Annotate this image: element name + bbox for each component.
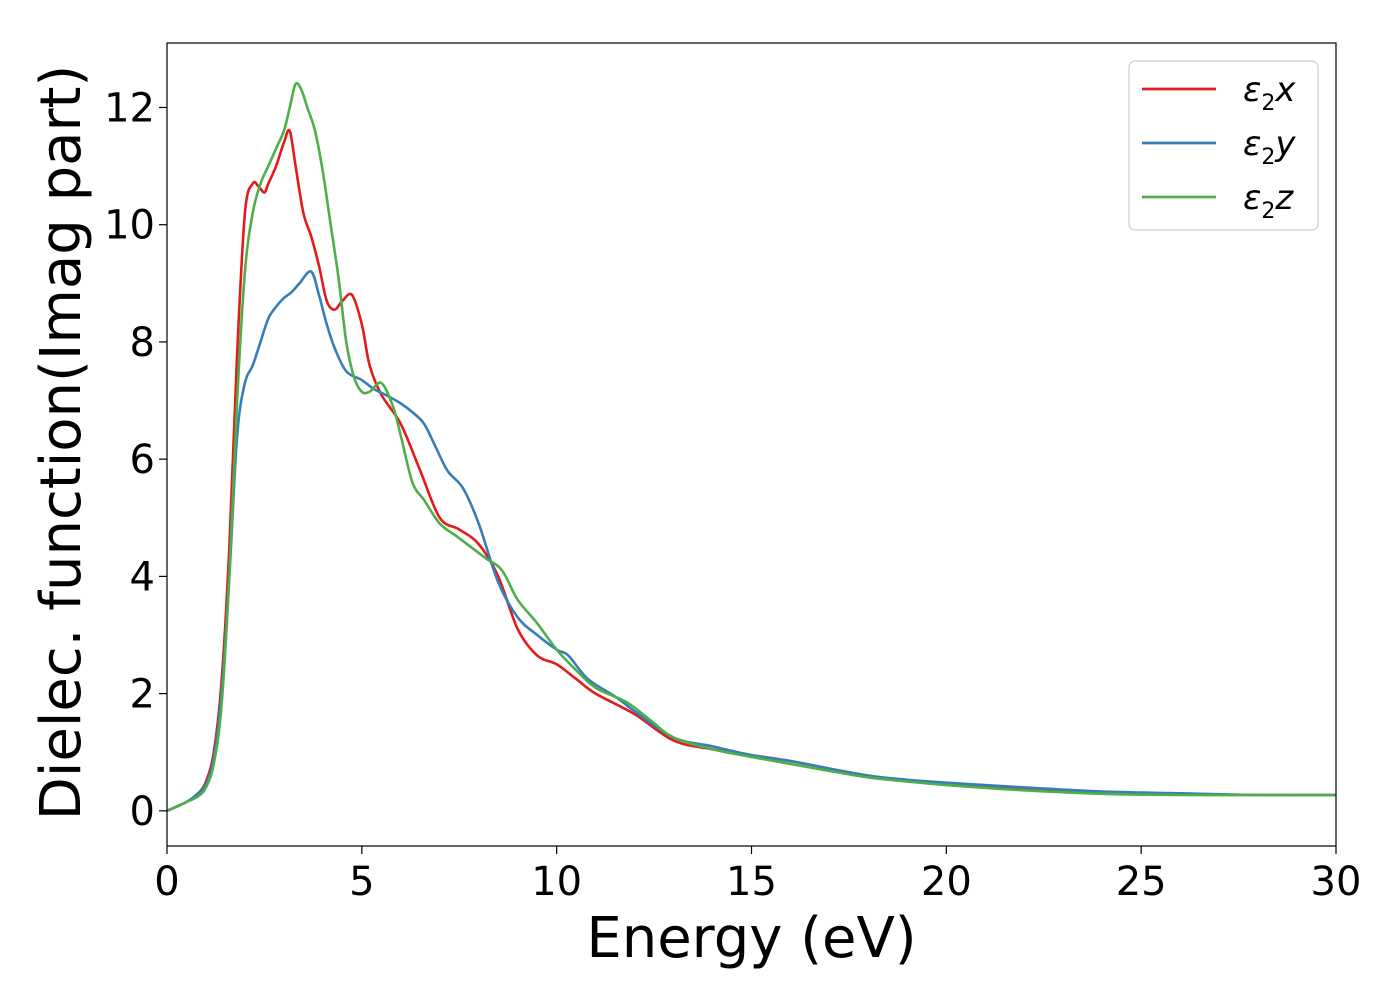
y-tick-label: 10 [104,203,155,249]
x-tick-label: 0 [154,859,179,905]
y-tick-label: 2 [130,672,155,718]
series-line-z [167,81,1336,813]
x-tick-label: 20 [921,859,972,905]
x-tick-label: 10 [531,859,582,905]
y-tick-label: 6 [130,437,155,483]
series-line-y [167,270,1336,813]
y-tick-label: 12 [104,85,155,131]
series-line-x [167,128,1336,813]
y-tick-label: 4 [130,554,155,600]
legend-label-z: ε2z [1243,178,1294,224]
legend: ε2x ε2y ε2z [1128,60,1319,231]
y-axis: 0 2 4 6 8 10 12 [104,85,167,835]
x-axis-label: Energy (eV) [586,906,916,971]
x-axis: 0 5 10 15 20 25 30 [154,846,1361,905]
legend-label-y: ε2y [1243,124,1296,170]
legend-label-x: ε2x [1243,70,1296,116]
y-axis-label: Dielec. function(Imag part) [29,65,94,821]
x-tick-label: 15 [726,859,777,905]
x-tick-label: 5 [349,859,374,905]
x-tick-label: 25 [1116,859,1167,905]
plot-lines [167,81,1336,813]
y-tick-label: 8 [130,320,155,366]
legend-box [1128,60,1319,231]
y-tick-label: 0 [130,789,155,835]
x-tick-label: 30 [1311,859,1362,905]
